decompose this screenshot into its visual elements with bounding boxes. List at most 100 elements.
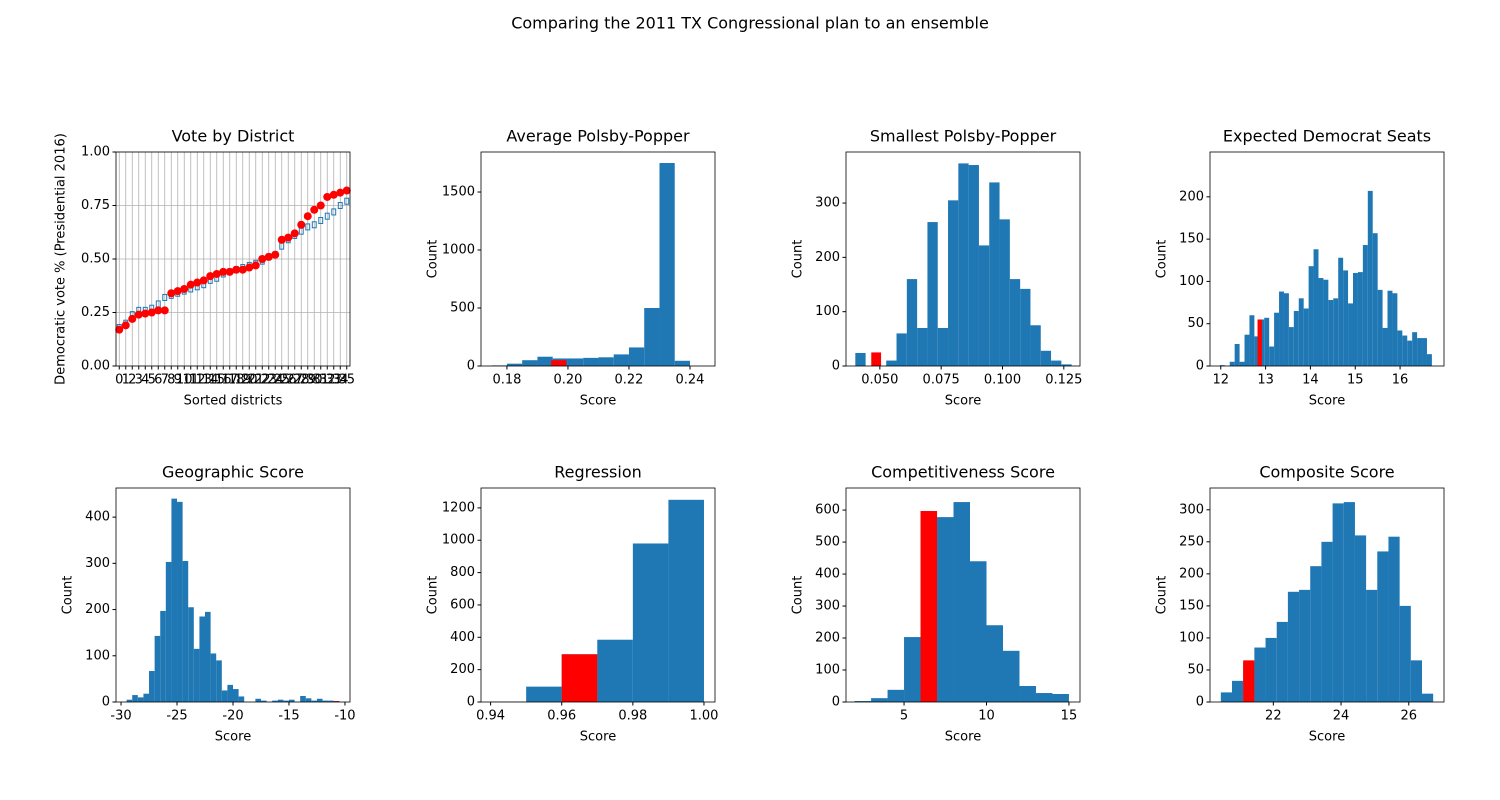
x-tick-label: 14 xyxy=(1302,373,1319,388)
x-tick-label: 8 xyxy=(167,373,175,388)
y-tick-label: 0.00 xyxy=(81,359,110,374)
bar xyxy=(283,700,289,702)
bar xyxy=(674,360,690,366)
bar xyxy=(1239,361,1245,366)
x-tick-label: -10 xyxy=(334,709,355,724)
bar xyxy=(233,689,239,702)
y-tick-label: 500 xyxy=(815,535,840,550)
subplot-title: Vote by District xyxy=(172,127,295,146)
bar xyxy=(182,561,189,702)
x-tick-label: 5 xyxy=(900,709,908,724)
x-tick-label: 22 xyxy=(254,373,271,388)
plan-bar xyxy=(333,701,340,702)
box xyxy=(318,216,324,224)
bar xyxy=(526,686,562,702)
x-tick-label: 0.96 xyxy=(547,709,576,724)
bar xyxy=(316,698,323,702)
plan-point xyxy=(232,265,241,274)
bar xyxy=(1362,245,1368,366)
bar xyxy=(1372,233,1378,366)
bar xyxy=(644,308,660,366)
plan-point xyxy=(147,308,156,317)
bar xyxy=(968,165,979,366)
x-tick-label: 15 xyxy=(1347,373,1364,388)
plan-point xyxy=(206,272,215,281)
bar xyxy=(165,561,172,702)
bar xyxy=(583,357,599,366)
x-tick-label: 32 xyxy=(319,373,336,388)
box xyxy=(337,202,343,209)
bar xyxy=(1254,647,1266,702)
y-tick-label: 300 xyxy=(85,556,110,571)
y-tick-label: 250 xyxy=(1179,534,1204,549)
y-tick-label: 200 xyxy=(815,631,840,646)
axes-frame xyxy=(1209,487,1445,703)
x-tick-label: 9 xyxy=(174,373,182,388)
x-tick-label: 11 xyxy=(182,373,199,388)
y-tick-label: 0 xyxy=(102,695,110,710)
bar xyxy=(1410,660,1422,702)
x-tick-label: -25 xyxy=(166,709,187,724)
bar xyxy=(937,517,954,702)
x-tick-label: 0.050 xyxy=(861,373,898,388)
bar xyxy=(1366,589,1378,702)
plan-point xyxy=(329,190,338,199)
plan-point xyxy=(310,205,319,214)
bar xyxy=(1318,278,1324,366)
x-tick-label: 0.075 xyxy=(923,373,960,388)
bar xyxy=(1299,589,1311,702)
y-axis-label: Count xyxy=(426,576,441,615)
y-tick-label: 400 xyxy=(85,510,110,525)
bar xyxy=(1303,308,1309,366)
bar xyxy=(277,699,284,702)
plan-point xyxy=(121,321,130,330)
x-tick-label: 15 xyxy=(1061,709,1078,724)
plan-point xyxy=(323,192,332,201)
x-tick-label: 2 xyxy=(128,373,136,388)
x-tick-label: 31 xyxy=(312,373,329,388)
bar xyxy=(927,222,938,366)
plan-point xyxy=(167,289,176,298)
bar xyxy=(216,660,222,702)
y-tick-label: 150 xyxy=(1179,232,1204,247)
bar xyxy=(1020,288,1031,366)
x-tick-label: 16 xyxy=(215,373,232,388)
x-tick-label: 35 xyxy=(338,373,355,388)
bar xyxy=(160,610,166,702)
plan-point xyxy=(342,186,351,195)
bar xyxy=(1382,327,1388,366)
x-tick-label: 0.98 xyxy=(618,709,647,724)
x-tick-label: 22 xyxy=(1265,709,1282,724)
y-tick-label: 100 xyxy=(1179,274,1204,289)
bar xyxy=(143,693,150,702)
plan-point xyxy=(316,201,325,210)
bar xyxy=(199,616,206,702)
plan-bar xyxy=(1243,660,1255,702)
bar xyxy=(1232,680,1244,702)
x-tick-label: 0.18 xyxy=(492,373,521,388)
x-tick-label: 21 xyxy=(247,373,264,388)
plan-point xyxy=(115,325,124,334)
bar xyxy=(1388,536,1400,702)
bar xyxy=(659,163,675,366)
x-tick-label: 29 xyxy=(299,373,316,388)
bar xyxy=(221,690,228,702)
bar xyxy=(537,356,553,366)
box xyxy=(162,294,168,302)
x-tick-label: 10 xyxy=(176,373,193,388)
bar xyxy=(1265,637,1277,702)
bar xyxy=(1399,605,1411,702)
x-axis-label: Score xyxy=(580,394,616,409)
box xyxy=(324,212,330,220)
x-tick-label: 14 xyxy=(202,373,219,388)
subplot-title: Competitiveness Score xyxy=(871,463,1055,482)
y-tick-label: 800 xyxy=(450,565,475,580)
bar xyxy=(999,219,1010,366)
bar xyxy=(1052,694,1069,702)
bar xyxy=(598,357,614,366)
x-tick-label: 19 xyxy=(234,373,251,388)
bar xyxy=(1397,330,1403,366)
x-tick-label: 0.24 xyxy=(676,373,705,388)
plan-point xyxy=(245,263,254,272)
bar xyxy=(1313,249,1319,366)
